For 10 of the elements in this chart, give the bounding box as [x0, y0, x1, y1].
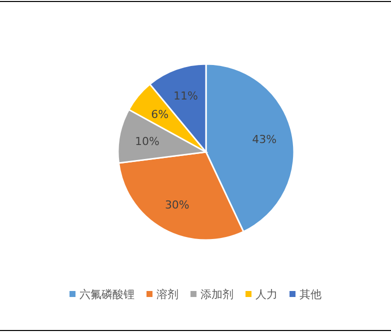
data-label: 30% [164, 198, 190, 212]
data-label: 43% [252, 132, 277, 146]
data-label: 6% [151, 108, 169, 121]
legend-label: 其他 [300, 288, 322, 301]
legend-label: 添加剂 [200, 288, 234, 301]
legend-label: 六氟磷酸锂 [80, 288, 134, 301]
data-label: 10% [134, 134, 160, 148]
data-label: 11% [174, 90, 198, 103]
legend-label: 人力 [256, 288, 278, 301]
legend-label: 溶剂 [156, 288, 178, 301]
